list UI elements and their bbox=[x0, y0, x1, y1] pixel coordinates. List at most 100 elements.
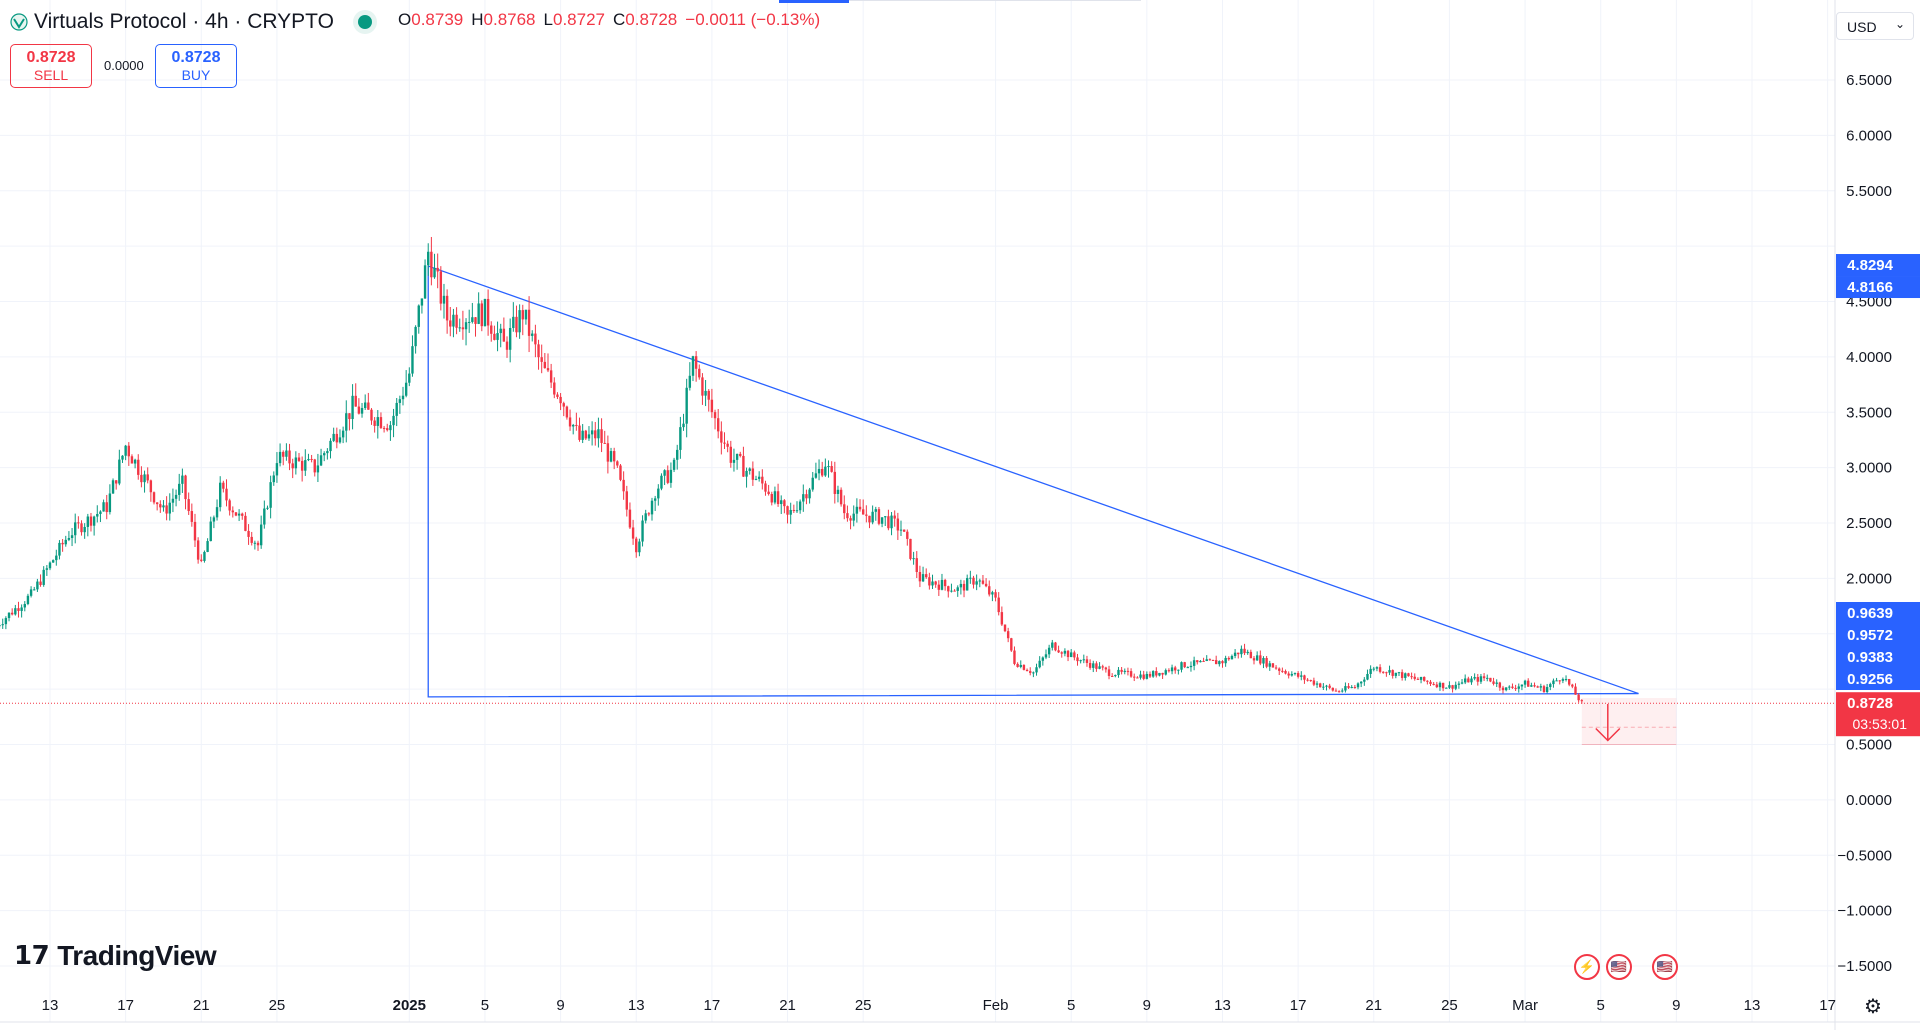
candle-up bbox=[14, 608, 17, 615]
candle-down bbox=[1413, 676, 1416, 679]
price-tag-label: 0.9256 bbox=[1847, 671, 1893, 688]
candle-down bbox=[1284, 670, 1287, 674]
candle-down bbox=[1410, 676, 1413, 678]
trendline-drawings[interactable] bbox=[427, 265, 1639, 698]
candle-up bbox=[1517, 686, 1520, 689]
x-tick-label: 5 bbox=[1067, 997, 1075, 1014]
candle-down bbox=[575, 424, 578, 426]
candle-down bbox=[707, 390, 710, 400]
candle-down bbox=[1237, 652, 1240, 655]
candle-up bbox=[890, 515, 893, 529]
buy-button[interactable]: 0.8728 BUY bbox=[155, 44, 237, 88]
candle-down bbox=[382, 427, 386, 429]
candle-up bbox=[1218, 661, 1221, 665]
candle-down bbox=[865, 514, 868, 516]
candle-down bbox=[1060, 652, 1063, 654]
chart-overlays bbox=[0, 697, 1835, 745]
candle-down bbox=[1221, 661, 1224, 664]
candle-down bbox=[1274, 667, 1278, 669]
candle-up bbox=[174, 494, 178, 499]
candle-up bbox=[266, 507, 269, 509]
candle-up bbox=[1192, 660, 1196, 666]
candle-down bbox=[1104, 667, 1108, 670]
candle-down bbox=[1400, 672, 1404, 678]
candle-down bbox=[241, 513, 244, 516]
candle-down bbox=[1174, 667, 1177, 671]
candle-down bbox=[767, 491, 770, 495]
candle-down bbox=[439, 271, 443, 304]
candle-down bbox=[896, 518, 900, 531]
candle-down bbox=[739, 453, 742, 456]
candle-up bbox=[802, 494, 805, 502]
candle-down bbox=[1161, 672, 1164, 675]
candle-down bbox=[984, 583, 988, 587]
us-flag-icon[interactable]: 🇺🇸 bbox=[1606, 954, 1632, 980]
candle-down bbox=[537, 344, 540, 358]
candle-down bbox=[770, 494, 773, 503]
candle-up bbox=[855, 506, 859, 514]
candle-up bbox=[679, 427, 682, 450]
candle-up bbox=[1350, 687, 1353, 689]
candle-down bbox=[140, 474, 143, 483]
candle-up bbox=[1255, 655, 1259, 661]
tradingview-logo[interactable]: 17 TradingView bbox=[14, 940, 217, 972]
market-status-icon[interactable] bbox=[357, 15, 372, 29]
price-axis[interactable]: 6.50006.00005.50004.50004.00003.50003.00… bbox=[1836, 72, 1920, 975]
time-axis[interactable]: 13 17 21 25 2025 5 9 13 17 21 25 Feb 5 9 13 17 21 25 Mar 5 9… bbox=[42, 997, 1836, 1014]
candle-up bbox=[124, 445, 127, 456]
candle-down bbox=[534, 333, 537, 345]
candle-down bbox=[792, 509, 796, 511]
candle-down bbox=[17, 608, 20, 611]
candle-up bbox=[590, 430, 594, 435]
candle-up bbox=[51, 560, 55, 563]
candle-down bbox=[612, 451, 616, 462]
candle-down bbox=[1489, 677, 1492, 682]
down-arrow-head bbox=[1595, 727, 1621, 742]
candle-down bbox=[367, 402, 370, 410]
candle-down bbox=[1029, 671, 1032, 673]
low-value: 0.8727 bbox=[552, 10, 605, 29]
candle-down bbox=[1287, 673, 1290, 676]
candle-down bbox=[1126, 670, 1130, 672]
candle-down bbox=[222, 482, 225, 489]
sell-button[interactable]: 0.8728 SELL bbox=[10, 44, 92, 88]
candle-up bbox=[754, 478, 758, 480]
candle-up bbox=[1, 624, 4, 626]
candle-up bbox=[433, 267, 436, 278]
candle-up bbox=[518, 310, 521, 333]
candle-up bbox=[83, 526, 86, 533]
symbol-header[interactable]: Virtuals Protocol · 4h · CRYPTO bbox=[10, 6, 372, 38]
candle-down bbox=[918, 571, 922, 582]
candle-up bbox=[1180, 662, 1183, 670]
candle-down bbox=[1337, 691, 1341, 693]
settings-gear-icon[interactable]: ⚙ bbox=[1864, 996, 1882, 1018]
candle-down bbox=[193, 521, 197, 541]
candle-down bbox=[379, 417, 383, 428]
candle-down bbox=[1167, 670, 1171, 672]
us-flag-icon[interactable]: 🇺🇸 bbox=[1652, 954, 1678, 980]
candle-down bbox=[947, 586, 950, 592]
low-label: L bbox=[543, 10, 553, 29]
candle-down bbox=[647, 513, 651, 515]
candle-down bbox=[776, 491, 780, 505]
candle-up bbox=[483, 298, 487, 327]
candle-down bbox=[562, 403, 565, 407]
lightning-event-icon[interactable]: ⚡ bbox=[1574, 954, 1600, 980]
candle-down bbox=[1148, 673, 1152, 677]
candle-up bbox=[392, 415, 395, 426]
candle-down bbox=[1000, 612, 1004, 625]
candle-up bbox=[965, 578, 969, 591]
event-markers[interactable]: ⚡ 🇺🇸 🇺🇸 bbox=[1574, 954, 1678, 980]
candle-up bbox=[931, 581, 934, 586]
candle-up bbox=[477, 303, 480, 324]
candle-down bbox=[1013, 650, 1016, 664]
candle-down bbox=[1101, 666, 1104, 668]
candle-up bbox=[58, 542, 61, 556]
candle-down bbox=[713, 412, 717, 419]
currency-select[interactable]: USD ⌄ bbox=[1836, 12, 1914, 40]
candle-up bbox=[326, 451, 329, 454]
candle-down bbox=[502, 328, 506, 342]
candle-down bbox=[622, 479, 625, 492]
candle-up bbox=[464, 322, 468, 330]
